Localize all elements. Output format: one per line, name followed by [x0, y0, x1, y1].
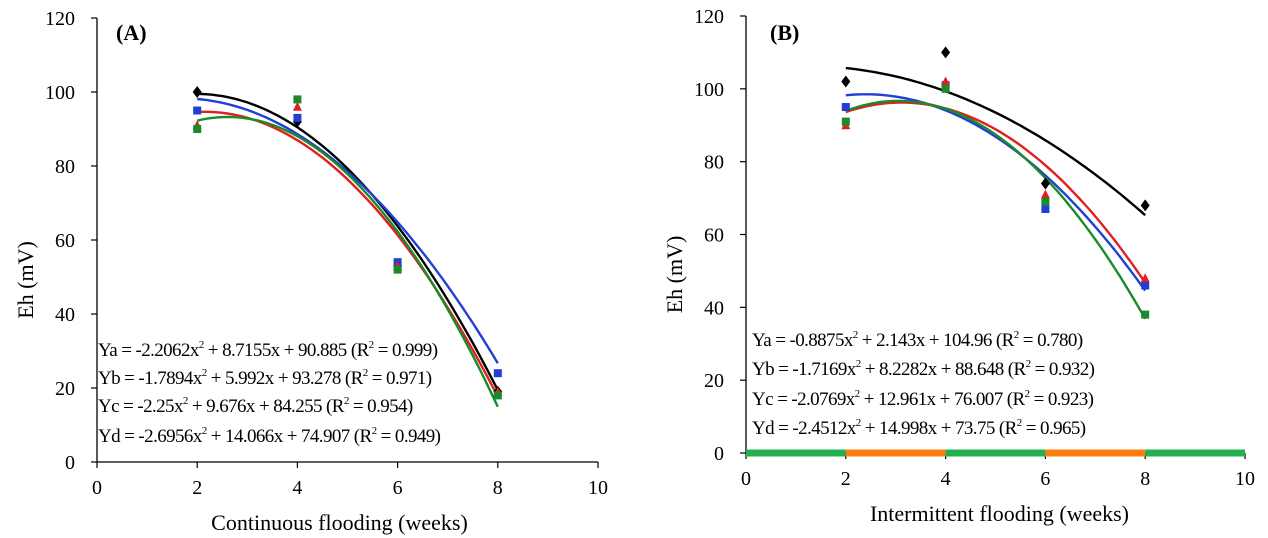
data-point-b [293, 113, 302, 122]
x-tick-label: 8 [493, 477, 503, 499]
x-tick-label: 8 [1140, 468, 1150, 490]
x-axis-title: Intermittent flooding (weeks) [870, 501, 1129, 526]
panel-label: (B) [770, 20, 799, 45]
fit-curve-a [197, 92, 499, 391]
data-point-d [1041, 197, 1050, 206]
y-tick-label: 40 [704, 297, 724, 319]
x-tick-label: 6 [393, 477, 403, 499]
equation-c: Yc = -2.0769x2 + 12.961x + 76.007 (R2 = … [752, 388, 1094, 410]
y-tick-label: 0 [65, 452, 75, 474]
y-tick-label: 20 [55, 378, 75, 400]
x-tick-label: 4 [292, 477, 302, 499]
data-point-d [941, 84, 950, 93]
y-tick-label: 120 [45, 8, 75, 30]
fit-curve-d [196, 115, 499, 408]
y-tick-label: 120 [694, 6, 724, 28]
x-tick-label: 0 [92, 477, 102, 499]
equation-a: Ya = -2.2062x2 + 8.7155x + 90.885 (R2 = … [98, 339, 438, 361]
fit-curve-b [197, 97, 499, 364]
equation-c: Yc = -2.25x2 + 9.676x + 84.255 (R2 = 0.9… [98, 395, 413, 417]
data-point-b [493, 369, 502, 378]
x-tick-label: 4 [941, 468, 951, 490]
x-tick-label: 10 [588, 477, 608, 499]
y-tick-label: 80 [704, 152, 724, 174]
y-tick-label: 40 [55, 304, 75, 326]
x-tick-label: 6 [1040, 468, 1050, 490]
equation-b: Yb = -1.7894x2 + 5.992x + 93.278 (R2 = 0… [98, 367, 432, 389]
x-axis-title: Continuous flooding (weeks) [211, 510, 468, 535]
data-point-d [293, 95, 302, 104]
x-tick-label: 2 [192, 477, 202, 499]
equation-a: Ya = -0.8875x2 + 2.143x + 104.96 (R2 = 0… [752, 329, 1083, 351]
y-tick-label: 60 [704, 225, 724, 247]
data-point-b [193, 106, 202, 115]
data-point-a [192, 86, 202, 98]
data-point-b [841, 103, 850, 112]
equation-d: Yd = -2.4512x2 + 14.998x + 73.75 (R2 = 0… [752, 417, 1086, 439]
panel-label: (A) [116, 20, 147, 45]
data-point-a [1040, 177, 1050, 190]
data-point-c [1140, 273, 1150, 283]
data-point-c [941, 76, 951, 86]
y-tick-label: 100 [694, 79, 724, 101]
y-axis-title: Eh (mV) [13, 241, 38, 319]
data-point-b [1041, 205, 1050, 214]
data-point-d [841, 117, 850, 126]
y-tick-label: 60 [55, 230, 75, 252]
y-tick-label: 20 [704, 370, 724, 392]
x-tick-label: 10 [1235, 468, 1255, 490]
data-point-b [1141, 281, 1150, 290]
fit-curve-c [845, 101, 1147, 284]
data-point-a [1140, 199, 1150, 212]
data-point-a [941, 46, 951, 59]
data-point-d [1141, 310, 1150, 319]
data-point-c [1040, 189, 1050, 199]
equation-b: Yb = -1.7169x2 + 8.2282x + 88.648 (R2 = … [752, 358, 1095, 380]
x-tick-label: 0 [741, 468, 751, 490]
y-axis-title: Eh (mV) [662, 236, 687, 314]
data-point-c [292, 101, 302, 111]
y-tick-label: 100 [45, 82, 75, 104]
data-point-d [193, 125, 202, 133]
y-tick-label: 80 [55, 156, 75, 178]
y-tick-label: 0 [714, 443, 724, 465]
fit-curve-a [845, 66, 1146, 217]
equation-d: Yd = -2.6956x2 + 14.066x + 74.907 (R2 = … [98, 425, 441, 447]
fit-curve-b [845, 93, 1147, 292]
data-point-a [841, 75, 851, 88]
data-point-d [393, 265, 402, 274]
x-tick-label: 2 [841, 468, 851, 490]
fit-curve-d [845, 99, 1147, 320]
data-point-d [493, 391, 502, 400]
